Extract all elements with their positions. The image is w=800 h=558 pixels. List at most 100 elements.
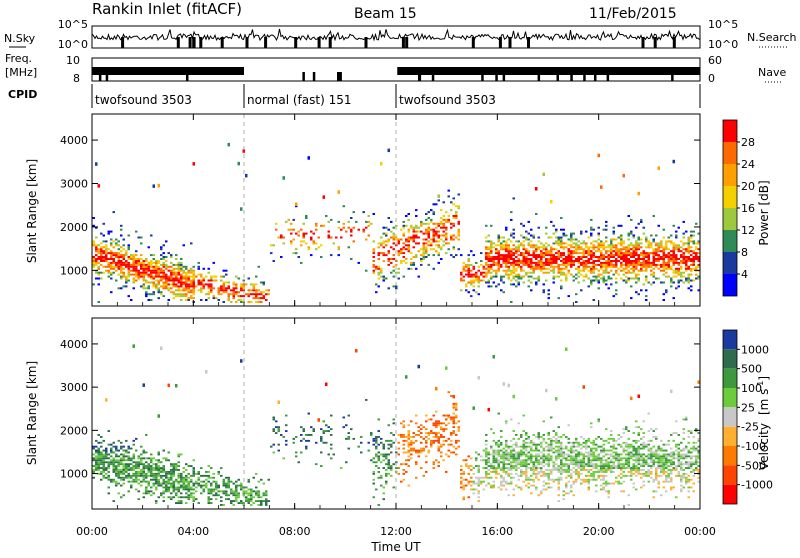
- range-gate-cell: [435, 240, 438, 242]
- range-gate-cell: [430, 432, 433, 434]
- range-gate-cell: [163, 457, 166, 459]
- range-gate-cell: [680, 280, 683, 282]
- range-gate-cell: [685, 260, 688, 262]
- range-gate-cell: [238, 295, 241, 297]
- range-gate-cell: [200, 289, 203, 291]
- range-gate-cell: [410, 225, 413, 227]
- range-gate-cell: [158, 465, 161, 467]
- range-gate-cell: [290, 242, 293, 244]
- range-gate-cell: [138, 270, 141, 272]
- range-gate-cell: [148, 266, 151, 268]
- range-gate-cell: [403, 448, 406, 450]
- range-gate-cell: [140, 258, 143, 260]
- range-gate-cell: [605, 283, 608, 285]
- range-gate-cell: [543, 440, 546, 442]
- range-gate-cell: [658, 246, 661, 248]
- range-gate-cell: [533, 481, 536, 483]
- range-gate-cell: [125, 463, 128, 465]
- range-gate-cell: [583, 250, 586, 252]
- range-gate-cell: [445, 239, 448, 241]
- range-gate-cell: [525, 475, 528, 477]
- range-gate-cell: [240, 359, 243, 363]
- range-gate-cell: [535, 264, 538, 266]
- range-gate-cell: [158, 282, 161, 284]
- range-gate-cell: [158, 475, 161, 477]
- range-gate-cell: [668, 252, 671, 254]
- range-gate-cell: [520, 452, 523, 454]
- range-gate-cell: [155, 280, 158, 282]
- range-gate-cell: [690, 268, 693, 270]
- range-gate-cell: [133, 469, 136, 471]
- range-gate-cell: [620, 270, 623, 272]
- range-gate-cell: [525, 459, 528, 461]
- range-gate-cell: [628, 448, 631, 450]
- range-gate-cell: [655, 250, 658, 252]
- range-gate-cell: [198, 268, 201, 270]
- range-gate-cell: [488, 248, 491, 250]
- range-gate-cell: [260, 500, 263, 502]
- range-gate-cell: [423, 233, 426, 235]
- range-gate-cell: [408, 268, 411, 270]
- range-gate-cell: [553, 461, 556, 463]
- range-gate-cell: [648, 430, 651, 432]
- range-gate-cell: [183, 496, 186, 498]
- range-gate-cell: [683, 221, 686, 223]
- range-gate-cell: [593, 448, 596, 450]
- range-gate-cell: [408, 244, 411, 246]
- range-gate-cell: [535, 268, 538, 270]
- range-gate-cell: [535, 283, 538, 285]
- range-gate-cell: [580, 459, 583, 461]
- range-gate-cell: [613, 227, 616, 229]
- range-gate-cell: [225, 477, 228, 479]
- range-gate-cell: [598, 256, 601, 258]
- range-gate-cell: [100, 258, 103, 260]
- nave-spike: [99, 72, 102, 81]
- range-gate-cell: [435, 233, 438, 235]
- range-gate-cell: [135, 438, 138, 440]
- range-gate-cell: [160, 461, 163, 463]
- range-gate-cell: [575, 471, 578, 473]
- range-gate-cell: [255, 487, 258, 489]
- range-gate-cell: [343, 227, 346, 229]
- range-gate-cell: [670, 242, 673, 244]
- range-gate-cell: [593, 229, 596, 231]
- range-gate-cell: [263, 494, 266, 496]
- range-gate-cell: [568, 239, 571, 241]
- freq-label-1: Freq.: [5, 52, 32, 65]
- range-gate-cell: [103, 266, 106, 268]
- range-gate-cell: [168, 473, 171, 475]
- range-gate-cell: [653, 454, 656, 456]
- range-gate-cell: [498, 446, 501, 448]
- range-gate-cell: [600, 250, 603, 252]
- range-gate-cell: [335, 237, 338, 239]
- range-gate-cell: [178, 465, 181, 467]
- range-gate-cell: [183, 295, 186, 297]
- range-gate-cell: [458, 248, 461, 250]
- range-gate-cell: [645, 459, 648, 461]
- range-gate-cell: [405, 248, 408, 250]
- range-gate-cell: [645, 262, 648, 264]
- range-gate-cell: [233, 291, 236, 293]
- range-gate-cell: [125, 280, 128, 282]
- range-gate-cell: [608, 467, 611, 469]
- range-gate-cell: [548, 250, 551, 252]
- range-gate-cell: [248, 494, 251, 496]
- nsky-spike: [121, 37, 124, 48]
- range-gate-cell: [583, 268, 586, 270]
- range-gate-cell: [103, 455, 106, 457]
- range-gate-cell: [103, 272, 106, 274]
- range-gate-cell: [108, 264, 111, 266]
- range-gate-cell: [588, 459, 591, 461]
- range-gate-cell: [513, 438, 516, 440]
- range-gate-cell: [583, 442, 586, 444]
- range-gate-cell: [420, 467, 423, 469]
- range-gate-cell: [455, 217, 458, 219]
- range-gate-cell: [320, 440, 323, 442]
- range-gate-cell: [503, 471, 506, 473]
- range-gate-cell: [390, 237, 393, 239]
- range-gate-cell: [580, 463, 583, 465]
- range-gate-cell: [620, 264, 623, 266]
- range-gate-cell: [670, 282, 673, 284]
- range-gate-cell: [465, 283, 468, 285]
- range-gate-cell: [178, 461, 181, 463]
